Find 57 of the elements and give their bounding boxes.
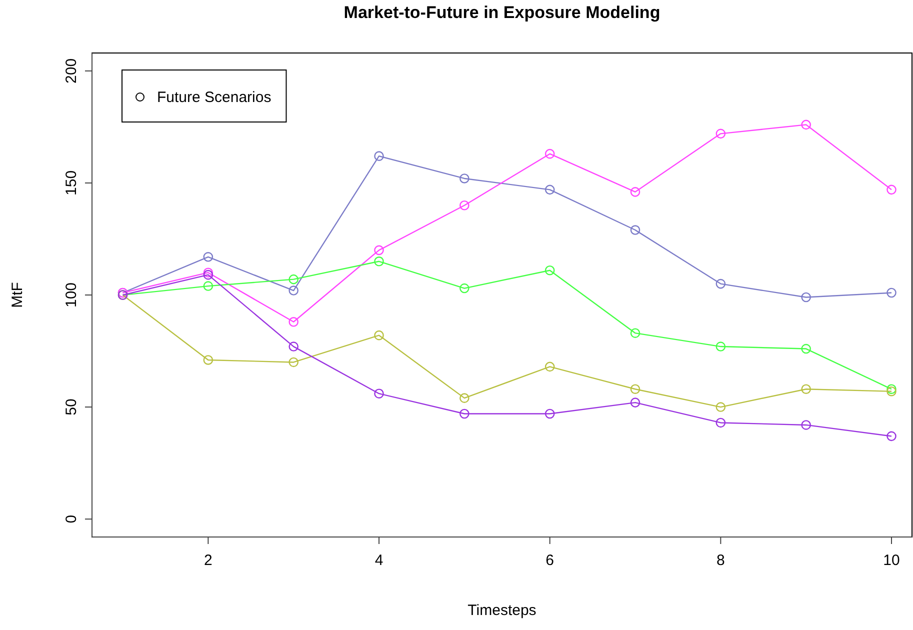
x-tick-label: 2 (204, 552, 212, 569)
point (630, 225, 640, 235)
point (630, 384, 640, 394)
y-tick-label: 0 (63, 514, 80, 524)
point (886, 288, 896, 298)
point (544, 265, 555, 276)
point (203, 281, 214, 291)
point (288, 342, 298, 352)
point (460, 174, 470, 184)
point (460, 408, 470, 419)
point (374, 388, 384, 398)
point (288, 286, 298, 296)
point (630, 187, 640, 197)
point (801, 384, 811, 394)
y-axis-title: MtF (9, 282, 26, 308)
point (203, 268, 214, 278)
point (716, 342, 726, 352)
y-tick-label: 100 (63, 282, 80, 308)
x-tick-label: 4 (374, 552, 384, 569)
legend-title: Future Scenarios (157, 89, 272, 106)
point (886, 431, 896, 442)
x-tick-label: 6 (546, 552, 554, 569)
point (460, 393, 470, 403)
point (801, 120, 811, 130)
point (288, 357, 298, 368)
x-tick-label: 8 (716, 552, 725, 569)
point (716, 418, 726, 428)
point (544, 148, 555, 159)
y-tick-label: 150 (63, 170, 80, 196)
point (630, 328, 640, 338)
point (374, 245, 384, 256)
point (716, 128, 726, 139)
point (460, 200, 470, 210)
point (288, 316, 298, 327)
x-tick-label: 10 (883, 552, 900, 569)
point (203, 270, 214, 280)
y-tick-label: 200 (63, 58, 80, 84)
point (374, 330, 384, 340)
x-axis-title: Timesteps (468, 602, 536, 619)
point (801, 344, 811, 354)
point (203, 252, 214, 262)
point (801, 420, 811, 430)
point (716, 402, 726, 412)
point (886, 184, 896, 195)
point (801, 292, 811, 302)
point (374, 256, 384, 266)
point (630, 398, 640, 408)
chart-title: Market-to-Future in Exposure Modeling (344, 3, 660, 22)
point (544, 362, 555, 372)
point (716, 278, 726, 289)
point (544, 184, 555, 195)
point (288, 274, 298, 284)
point (203, 355, 214, 365)
point (374, 151, 384, 161)
y-tick-label: 50 (63, 398, 80, 416)
point (460, 283, 470, 294)
point (544, 408, 555, 419)
